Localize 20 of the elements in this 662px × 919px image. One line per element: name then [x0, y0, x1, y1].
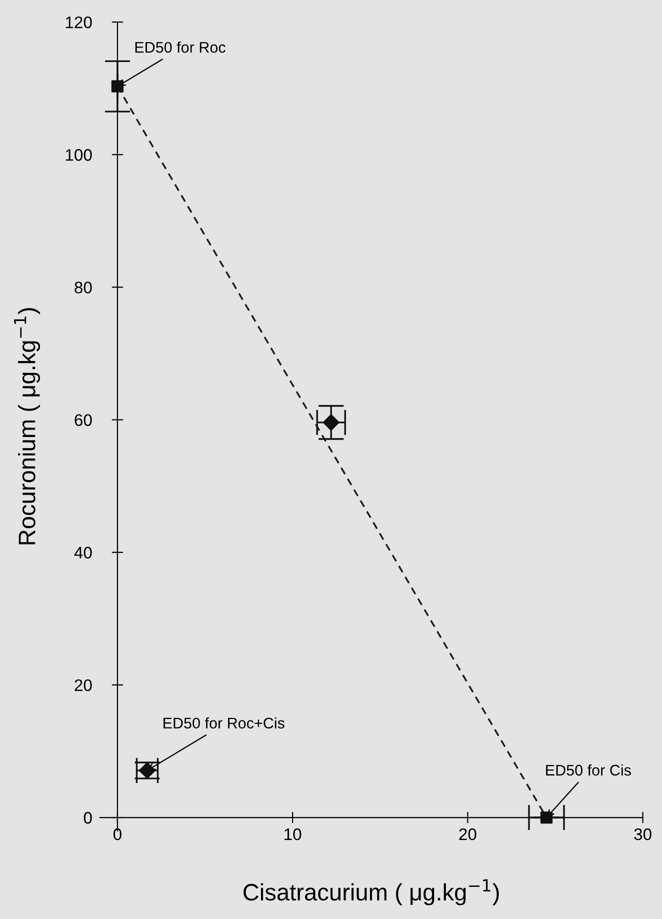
y-tick-label: 120 [66, 16, 92, 28]
point [322, 414, 340, 431]
annotation: ED50 for Roc+Cis [164, 717, 284, 729]
x-axis-title: Cisatracurium ( μg.kg$^{−1}$) [244, 879, 499, 906]
point [540, 811, 553, 824]
x-tick-label: 20 [459, 828, 476, 840]
point [138, 762, 156, 779]
x-tick-label: 0 [113, 828, 122, 840]
y-tick-label: 0 [84, 812, 92, 824]
annotation: ED50 for Roc [135, 42, 226, 53]
y-tick-label: 100 [66, 149, 92, 161]
annotation: ED50 for Cis [546, 764, 631, 776]
y-tick-label: 40 [74, 546, 92, 559]
x-tick-label: 30 [634, 828, 652, 840]
y-axis-title: Rocuronium ( μg.kg$^{−1}$) [14, 308, 40, 544]
x-tick-label: 10 [284, 828, 302, 840]
y-tick-label: 60 [74, 414, 92, 426]
point [111, 80, 124, 92]
y-tick-label: 20 [74, 679, 92, 692]
y-tick-label: 80 [74, 282, 92, 294]
